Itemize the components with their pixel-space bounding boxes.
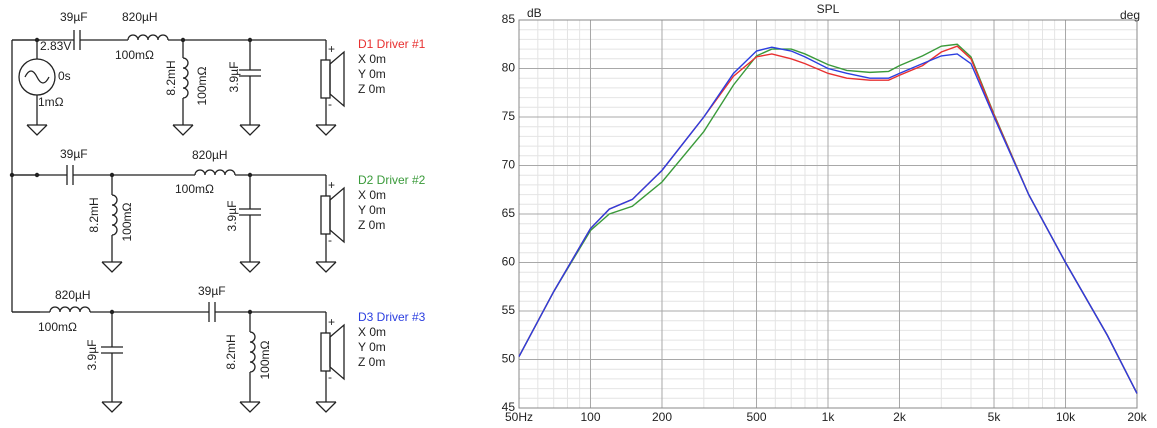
ground <box>315 401 337 413</box>
component-label: 3.9µF <box>85 340 99 371</box>
polarity-label: + <box>328 315 335 329</box>
y-tick-label: 45 <box>502 400 516 414</box>
driver-position: Y 0m <box>358 203 386 217</box>
driver-position: Z 0m <box>358 218 385 232</box>
driver-label: D3 Driver #3 <box>358 310 426 324</box>
component-label: 820µH <box>122 10 158 24</box>
y-tick-label: 80 <box>502 61 516 75</box>
speaker-cone <box>329 186 345 244</box>
x-tick-label: 20k <box>1127 410 1147 424</box>
gap <box>248 209 252 215</box>
ground <box>101 401 123 413</box>
driver-position: Z 0m <box>358 82 385 96</box>
driver-position: X 0m <box>358 325 386 339</box>
series-line <box>518 46 1138 394</box>
component-label: 100mΩ <box>120 202 134 241</box>
speaker-cone <box>329 323 345 381</box>
component-label: 2.83V <box>40 39 71 53</box>
ground <box>101 261 123 273</box>
driver-label: D1 Driver #1 <box>358 37 426 51</box>
component-label: 100mΩ <box>195 66 209 105</box>
ground <box>172 124 194 136</box>
polarity-label: - <box>328 97 332 111</box>
component-label: 39µF <box>60 10 88 24</box>
x-tick-label: 100 <box>580 410 600 424</box>
inductor <box>127 34 169 41</box>
component-label: 8.2mH <box>224 334 238 369</box>
component-label: 39µF <box>198 284 226 298</box>
ground <box>315 261 337 273</box>
component-label: 8.2mH <box>87 197 101 232</box>
driver-position: Z 0m <box>358 355 385 369</box>
driver-position: X 0m <box>358 188 386 202</box>
inductor <box>111 194 118 236</box>
ground <box>239 401 261 413</box>
component-label: 100mΩ <box>115 48 154 62</box>
polarity-label: - <box>328 233 332 247</box>
driver-position: X 0m <box>358 52 386 66</box>
plot-frame <box>518 19 1138 409</box>
y-tick-label: 55 <box>502 303 516 317</box>
ground <box>26 124 48 136</box>
component-label: 820µH <box>192 148 228 162</box>
y-tick-label: 75 <box>502 109 516 123</box>
y-axis-label: dB <box>527 6 542 20</box>
component-label: 100mΩ <box>258 340 272 379</box>
junction <box>9 172 15 178</box>
component-label: 0s <box>58 69 71 83</box>
driver-position: Y 0m <box>358 67 386 81</box>
inductor <box>194 169 236 176</box>
polarity-label: + <box>328 178 335 192</box>
x-tick-label: 50Hz <box>505 410 533 424</box>
gap <box>110 347 114 353</box>
driver-label: D2 Driver #2 <box>358 173 426 187</box>
x-tick-label: 200 <box>652 410 672 424</box>
component-label: 1mΩ <box>38 95 64 109</box>
x-tick-label: 500 <box>746 410 766 424</box>
y-tick-label: 50 <box>502 352 516 366</box>
gap <box>74 38 80 42</box>
speaker-cone <box>329 50 345 108</box>
ground <box>315 124 337 136</box>
y-tick-label: 60 <box>502 255 516 269</box>
y2-axis-label: deg <box>1120 8 1140 22</box>
x-tick-label: 10k <box>1056 410 1076 424</box>
inductor <box>249 331 256 373</box>
component-label: 3.9µF <box>225 201 239 232</box>
chart-title: SPL <box>817 2 840 16</box>
x-tick-label: 1k <box>822 410 836 424</box>
x-tick-label: 2k <box>893 410 907 424</box>
driver-position: Y 0m <box>358 340 386 354</box>
component-label: 3.9µF <box>227 62 241 93</box>
component-label: 39µF <box>60 147 88 161</box>
component-label: 8.2mH <box>164 60 178 95</box>
polarity-label: - <box>328 370 332 384</box>
source-wave <box>24 70 50 84</box>
component-label: 100mΩ <box>38 320 77 334</box>
gap <box>67 173 73 177</box>
inductor <box>49 306 91 313</box>
ground <box>239 124 261 136</box>
y-tick-label: 70 <box>502 158 516 172</box>
component-label: 820µH <box>55 288 91 302</box>
x-tick-label: 5k <box>988 410 1002 424</box>
inductor <box>182 57 189 99</box>
y-tick-label: 85 <box>502 12 516 26</box>
polarity-label: + <box>328 42 335 56</box>
gap <box>209 310 215 314</box>
junction <box>34 172 40 178</box>
ground <box>239 261 261 273</box>
y-tick-label: 65 <box>502 206 516 220</box>
component-label: 100mΩ <box>175 182 214 196</box>
gap <box>248 70 252 76</box>
